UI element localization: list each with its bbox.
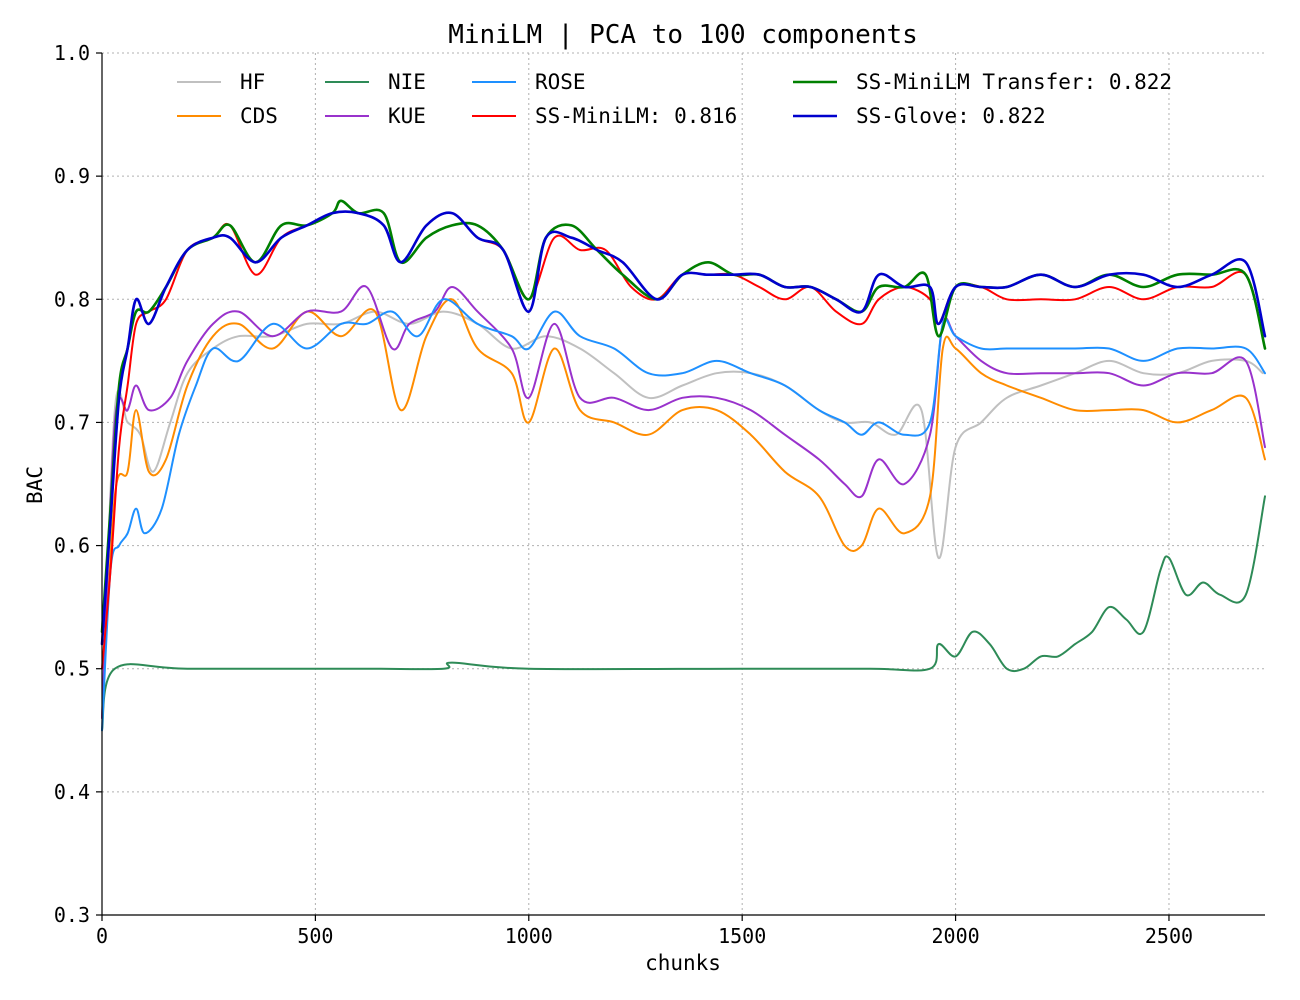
series-line-7 (100, 210, 1267, 646)
y-tick-label: 1.0 (54, 41, 90, 65)
legend-label-7: SS-Glove: 0.822 (856, 104, 1046, 128)
x-tick-label: 2500 (1145, 924, 1193, 948)
series-lines (100, 199, 1267, 732)
legend-label-4: ROSE (535, 70, 586, 94)
y-tick-label: 0.3 (54, 903, 90, 927)
x-tick-label: 500 (297, 924, 333, 948)
series-line-4 (101, 298, 1266, 732)
x-axis-label: chunks (645, 951, 721, 975)
series-line-1 (101, 298, 1266, 719)
legend-label-6: SS-MiniLM Transfer: 0.822 (856, 70, 1172, 94)
y-tick-label: 0.7 (54, 410, 90, 434)
y-tick-label: 0.8 (54, 287, 90, 311)
x-tick-label: 2000 (931, 924, 979, 948)
series-line-0 (101, 310, 1264, 719)
y-tick-label: 0.5 (54, 657, 90, 681)
series-line-2 (101, 495, 1266, 732)
series-line-5 (101, 210, 1266, 670)
y-tick-label: 0.9 (54, 164, 90, 188)
legend-label-5: SS-MiniLM: 0.816 (535, 104, 737, 128)
y-tick-label: 0.6 (54, 534, 90, 558)
y-tick-label: 0.4 (54, 780, 90, 804)
chart-title: MiniLM | PCA to 100 components (448, 20, 918, 50)
x-tick-label: 0 (96, 924, 108, 948)
legend-label-0: HF (240, 70, 265, 94)
y-axis-label: BAC (23, 466, 47, 504)
x-tick-label: 1500 (718, 924, 766, 948)
legend-label-3: KUE (388, 104, 426, 128)
grid (102, 52, 1265, 915)
series-line-3 (101, 285, 1266, 719)
x-tick-label: 1000 (505, 924, 553, 948)
legend: HF CDS NIE KUE ROSE SS-MiniLM: 0.816 SS-MiniLM… (177, 70, 1172, 128)
axes (101, 53, 1265, 916)
legend-label-1: CDS (240, 104, 278, 128)
series-line-6 (100, 199, 1267, 634)
tick-labels: 0 500 1000 1500 2000 2500 0.3 0.4 0.5 0.6 0.7 0.8 0.… (54, 41, 1193, 948)
legend-label-2: NIE (388, 70, 426, 94)
